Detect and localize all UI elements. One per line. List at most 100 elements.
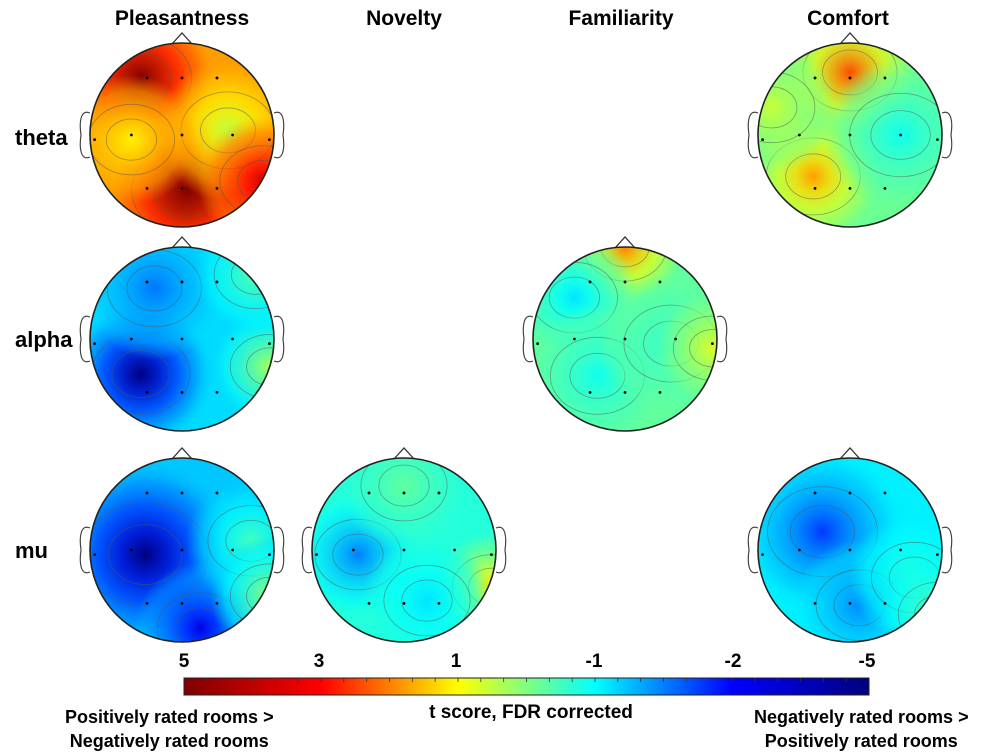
colorbar — [183, 677, 870, 696]
contour-line — [378, 464, 430, 507]
colorbar-tick-label: -2 — [724, 651, 742, 672]
electrode-marker — [180, 280, 184, 284]
head-outline — [757, 457, 943, 643]
column-title-pleasantness: Pleasantness — [114, 7, 250, 30]
electrode-marker — [573, 337, 576, 341]
left-caption: Positively rated rooms > Negatively rate… — [65, 705, 274, 753]
electrode-marker — [813, 491, 817, 495]
electrode-marker — [231, 337, 235, 341]
electrode-marker — [145, 76, 149, 80]
contour-line — [126, 265, 183, 312]
electrode-marker — [883, 601, 887, 605]
electrode-marker — [848, 76, 852, 80]
electrode-marker — [130, 548, 133, 552]
electrode-marker — [848, 186, 852, 190]
ear-outline — [79, 111, 91, 159]
electrode-marker — [813, 186, 817, 190]
ear-outline — [522, 315, 534, 363]
electrode-marker — [490, 553, 493, 556]
electrode-marker — [402, 548, 406, 552]
electrode-marker — [145, 390, 149, 394]
topomap-blob — [758, 43, 838, 173]
nose-outline — [171, 32, 193, 45]
topomap-blob — [338, 458, 470, 551]
electrode-marker — [231, 133, 235, 137]
head-outline — [311, 457, 497, 643]
ear-outline — [273, 526, 285, 574]
electrode-marker — [848, 133, 852, 137]
topomap-blob — [653, 288, 717, 408]
topomap-blob — [197, 115, 274, 227]
electrode-marker — [367, 601, 371, 605]
ear-outline — [747, 111, 759, 159]
colorbar-tick-label: 3 — [313, 651, 325, 672]
colorbar-tick-label: -1 — [585, 651, 603, 672]
nose-outline — [171, 236, 193, 249]
electrode-marker — [899, 548, 902, 552]
electrode-marker — [93, 553, 96, 556]
electrode-marker — [93, 342, 96, 345]
topomap-theta-comfort — [747, 32, 953, 228]
electrode-marker — [437, 491, 441, 495]
electrode-marker — [658, 390, 662, 394]
ear-outline — [273, 315, 285, 363]
electrode-marker — [623, 390, 627, 394]
electrode-marker — [402, 601, 406, 605]
ear-outline — [941, 111, 953, 159]
topomap-theta-pleasantness — [79, 32, 285, 228]
topomap-mu-comfort — [747, 447, 953, 643]
electrode-marker — [658, 280, 662, 284]
electrode-marker — [352, 548, 355, 552]
electrode-marker — [130, 337, 133, 341]
right-caption: Negatively rated rooms > Positively rate… — [754, 705, 969, 753]
left-caption-line: Negatively rated rooms — [69, 731, 269, 751]
electrode-marker — [145, 280, 149, 284]
nose-outline — [614, 236, 636, 249]
colorbar-tick-label: 1 — [450, 651, 462, 672]
electrode-marker — [180, 186, 184, 190]
electrode-marker — [367, 491, 371, 495]
nose-outline — [839, 32, 861, 45]
contour-line — [90, 103, 175, 176]
contour-line — [108, 524, 183, 585]
electrode-marker — [145, 186, 149, 190]
electrode-marker — [813, 76, 817, 80]
electrode-marker — [402, 491, 406, 495]
ear-outline — [273, 111, 285, 159]
electrode-marker — [315, 553, 318, 556]
electrode-marker — [761, 138, 764, 142]
contour-line — [870, 110, 931, 160]
contour-line — [401, 579, 453, 622]
topomap-mu-novelty — [301, 447, 507, 643]
head-outline — [89, 457, 275, 643]
nose-outline — [171, 447, 193, 460]
electrode-marker — [180, 491, 184, 495]
colorbar-tick-label: 5 — [178, 651, 190, 672]
electrode-marker — [798, 548, 801, 552]
electrode-marker — [899, 133, 902, 137]
electrode-marker — [437, 601, 441, 605]
column-title-novelty: Novelty — [366, 7, 442, 30]
column-title-comfort: Comfort — [807, 7, 889, 30]
electrode-marker — [180, 601, 184, 605]
electrode-marker — [588, 390, 592, 394]
colorbar-tick-label: -5 — [858, 651, 876, 672]
electrode-marker — [268, 553, 271, 556]
electrode-marker — [180, 548, 184, 552]
electrode-marker — [215, 186, 219, 190]
contour-line — [360, 458, 448, 522]
electrode-marker — [145, 491, 149, 495]
electrode-marker — [883, 76, 887, 80]
contour-line — [383, 564, 471, 637]
topomap-blob — [361, 535, 493, 642]
electrode-marker — [130, 133, 133, 137]
ear-outline — [747, 526, 759, 574]
row-title-mu: mu — [15, 538, 48, 563]
row-title-alpha: alpha — [15, 327, 73, 352]
head-outline — [757, 42, 943, 228]
electrode-marker — [813, 601, 817, 605]
electrode-marker — [936, 553, 939, 556]
ear-outline — [495, 526, 507, 574]
